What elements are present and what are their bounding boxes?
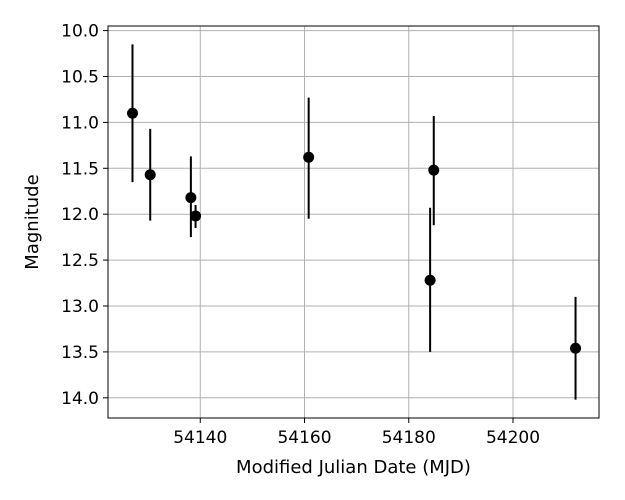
y-tick-label: 13.0 bbox=[61, 297, 99, 317]
y-tick-label: 10.5 bbox=[61, 67, 99, 87]
error-bars bbox=[131, 44, 577, 400]
y-tick-label: 11.0 bbox=[61, 113, 99, 133]
data-point bbox=[190, 210, 202, 222]
y-tick-label: 11.5 bbox=[61, 159, 99, 179]
grid-lines bbox=[108, 26, 599, 418]
y-tick-label: 13.5 bbox=[61, 343, 99, 363]
data-point bbox=[570, 342, 582, 354]
data-point bbox=[185, 192, 197, 204]
data-markers bbox=[126, 107, 582, 354]
x-tick-label: 54140 bbox=[173, 428, 227, 448]
y-tick-label: 10.0 bbox=[61, 22, 99, 42]
data-point bbox=[428, 164, 440, 176]
x-tick-label: 54160 bbox=[277, 428, 331, 448]
x-tick-label: 54200 bbox=[486, 428, 540, 448]
y-tick-label: 12.5 bbox=[61, 251, 99, 271]
data-point bbox=[303, 151, 315, 163]
y-tick-label: 12.0 bbox=[61, 205, 99, 225]
x-axis-label: Modified Julian Date (MJD) bbox=[236, 457, 471, 478]
data-point bbox=[126, 107, 138, 119]
y-axis-label: Magnitude bbox=[22, 174, 43, 269]
y-tick-label: 14.0 bbox=[61, 389, 99, 409]
x-axis-ticks: 54140 54160 54180 54200 bbox=[173, 418, 540, 448]
data-point bbox=[144, 169, 156, 181]
x-tick-label: 54180 bbox=[382, 428, 436, 448]
data-point bbox=[424, 274, 436, 286]
plot-frame bbox=[107, 25, 600, 419]
y-axis-ticks: 10.0 10.5 11.0 11.5 12.0 12.5 13.0 13.5 14.0 bbox=[61, 22, 108, 409]
